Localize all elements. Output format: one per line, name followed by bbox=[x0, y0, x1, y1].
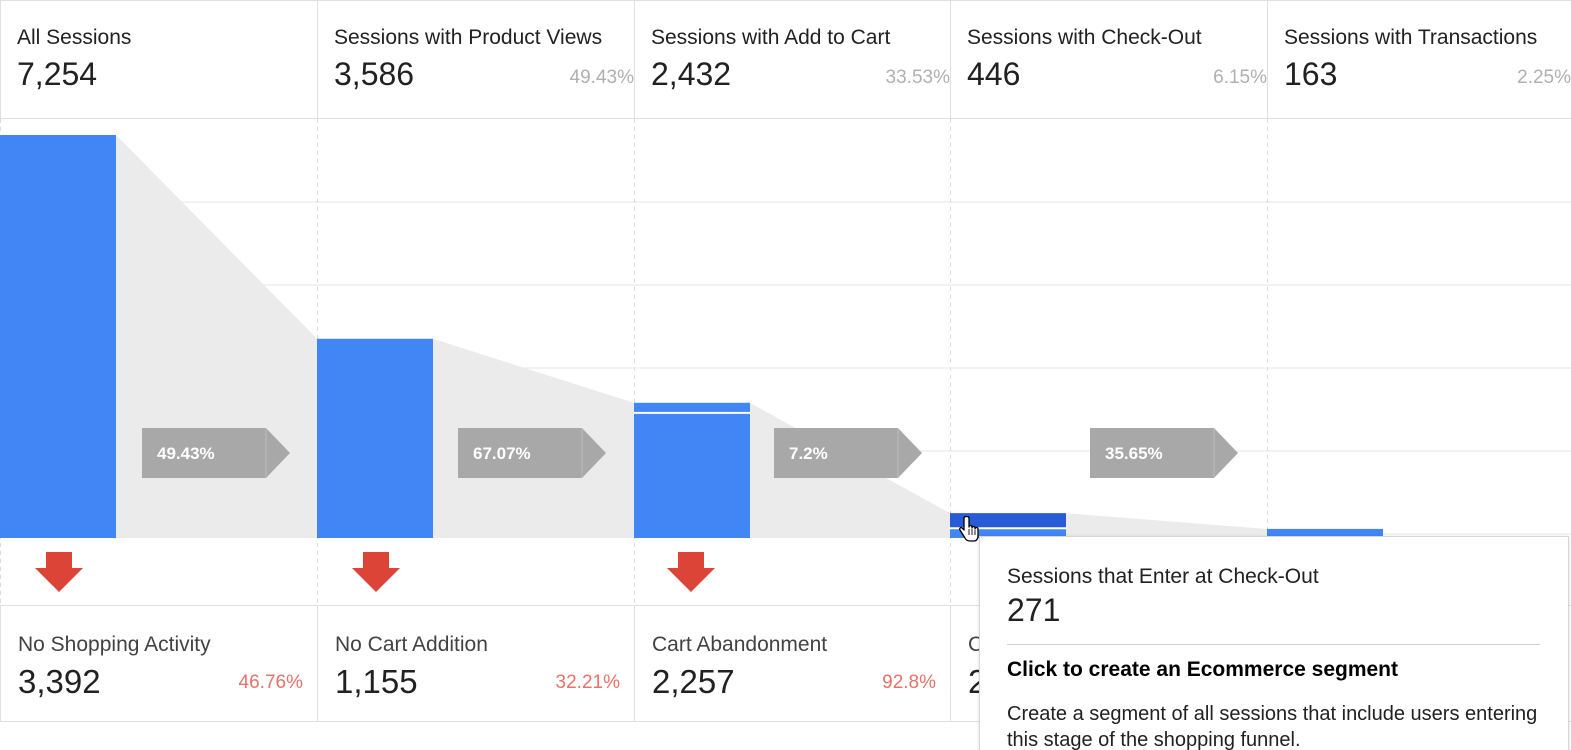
conversion-rate-label: 49.43% bbox=[157, 444, 215, 463]
conversion-arrow bbox=[1090, 428, 1238, 478]
funnel-connector bbox=[1066, 513, 1267, 538]
conversion-rate-label: 7.2% bbox=[789, 444, 828, 463]
conversion-arrow bbox=[142, 428, 290, 478]
abandonment-percent: 46.76% bbox=[238, 672, 303, 693]
funnel-stage-header-row: All Sessions 7,254 Sessions with Product… bbox=[0, 0, 1571, 119]
abandonment-label: No Cart Addition bbox=[335, 633, 488, 656]
stage-header-add-to-cart[interactable]: Sessions with Add to Cart 2,432 33.53% bbox=[634, 1, 950, 119]
tooltip-label: Sessions that Enter at Check-Out bbox=[1007, 565, 1319, 588]
segment-tooltip[interactable]: Sessions that Enter at Check-Out 271 Cli… bbox=[979, 536, 1569, 750]
abandonment-cart-abandonment[interactable]: Cart Abandonment 2,257 92.8% bbox=[634, 606, 950, 722]
stage-percent: 33.53% bbox=[885, 67, 950, 88]
stage-value: 446 bbox=[967, 56, 1021, 92]
drop-off-arrow-icon bbox=[667, 552, 715, 592]
stage-value: 7,254 bbox=[17, 56, 98, 92]
stage-header-check-out[interactable]: Sessions with Check-Out 446 6.15% bbox=[950, 1, 1267, 119]
abandonment-no-cart-addition[interactable]: No Cart Addition 1,155 32.21% bbox=[317, 606, 634, 722]
stage-percent: 2.25% bbox=[1517, 67, 1571, 88]
stage-value: 2,432 bbox=[651, 56, 732, 92]
funnel-bar[interactable] bbox=[0, 135, 116, 538]
conversion-rate-label: 35.65% bbox=[1105, 444, 1163, 463]
stage-header-product-views[interactable]: Sessions with Product Views 3,586 49.43% bbox=[317, 1, 634, 119]
stage-header-all-sessions[interactable]: All Sessions 7,254 bbox=[0, 1, 317, 119]
entering-segment bbox=[950, 513, 1066, 529]
stage-percent: 6.15% bbox=[1213, 67, 1267, 88]
tooltip-description: Create a segment of all sessions that in… bbox=[1007, 703, 1538, 750]
tooltip-heading: Click to create an Ecommerce segment bbox=[1007, 658, 1399, 681]
abandonment-label: No Shopping Activity bbox=[18, 633, 211, 656]
drop-off-arrow-icon bbox=[352, 552, 400, 592]
stage-label: All Sessions bbox=[17, 26, 132, 49]
abandonment-value: 1,155 bbox=[335, 663, 418, 700]
tooltip-value: 271 bbox=[1007, 592, 1061, 628]
drop-off-arrow-icon bbox=[35, 552, 83, 592]
stage-label: Sessions with Product Views bbox=[334, 26, 603, 49]
abandonment-no-shopping-activity[interactable]: No Shopping Activity 3,392 46.76% bbox=[0, 606, 317, 722]
stage-label: Sessions with Check-Out bbox=[967, 26, 1202, 49]
stage-value: 3,586 bbox=[334, 56, 415, 92]
funnel-bar[interactable] bbox=[317, 338, 433, 538]
conversion-arrow bbox=[458, 428, 606, 478]
stage-label: Sessions with Add to Cart bbox=[651, 26, 891, 49]
conversion-rate-label: 67.07% bbox=[473, 444, 531, 463]
abandonment-percent: 92.8% bbox=[882, 672, 936, 693]
stage-value: 163 bbox=[1284, 56, 1338, 92]
stage-percent: 49.43% bbox=[569, 67, 634, 88]
shopping-funnel-chart: 49.43% 67.07% 7.2% 35.65% bbox=[0, 119, 1571, 606]
stage-header-transactions[interactable]: Sessions with Transactions 163 2.25% bbox=[1267, 1, 1571, 119]
tooltip-divider bbox=[1007, 644, 1540, 645]
stage-label: Sessions with Transactions bbox=[1284, 26, 1538, 49]
abandonment-label: Cart Abandonment bbox=[652, 633, 828, 656]
abandonment-value: 3,392 bbox=[18, 663, 101, 700]
abandonment-value: 2,257 bbox=[652, 663, 735, 700]
entering-segment bbox=[634, 402, 750, 413]
abandonment-percent: 32.21% bbox=[555, 672, 620, 693]
abandonment-row: No Shopping Activity 3,392 46.76% No Car… bbox=[0, 605, 1571, 722]
hand-cursor-icon bbox=[959, 516, 979, 542]
conversion-arrow bbox=[774, 428, 922, 478]
entering-segment bbox=[1267, 528, 1383, 538]
funnel-bar[interactable] bbox=[634, 402, 750, 538]
